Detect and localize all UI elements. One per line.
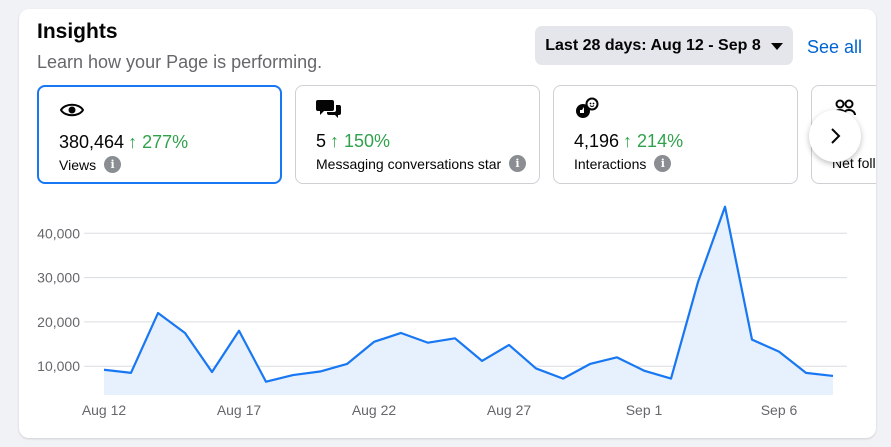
page-title: Insights	[37, 20, 118, 43]
data-point	[831, 374, 835, 378]
data-point	[588, 362, 592, 366]
data-point	[102, 368, 106, 372]
views-chart: 10,000 20,000 30,000 40,000 Aug 12 Aug 17 Aug …	[37, 205, 847, 418]
metric-change: ↑ 150%	[330, 131, 391, 151]
x-tick-label: Sep 1	[626, 402, 663, 418]
data-point	[723, 205, 727, 209]
metric-value: 380,464 ↑ 277%	[59, 132, 189, 152]
data-point	[345, 362, 349, 366]
metric-change: ↑ 214%	[623, 131, 684, 151]
metric-label: Interactions	[574, 155, 647, 172]
data-point	[750, 338, 754, 342]
data-point	[507, 343, 511, 347]
metric-value: 5 ↑ 150%	[316, 131, 391, 151]
metric-value: 4,196 ↑ 214%	[574, 131, 684, 151]
data-point	[804, 371, 808, 375]
eye-icon	[59, 98, 85, 122]
data-point	[426, 341, 430, 345]
data-point	[534, 366, 538, 370]
data-point	[291, 373, 295, 377]
data-point	[237, 329, 241, 333]
metric-label: Views	[59, 156, 97, 173]
metric-card-messaging[interactable]: 5 ↑ 150% Messaging conversations started …	[295, 85, 540, 184]
data-point	[453, 336, 457, 340]
data-point	[183, 331, 187, 335]
info-icon[interactable]: i	[104, 156, 122, 173]
y-tick-label: 10,000	[37, 358, 80, 374]
data-point	[210, 370, 214, 374]
data-point	[696, 280, 700, 284]
x-tick-label: Aug 12	[82, 402, 127, 418]
data-point	[561, 377, 565, 381]
data-point	[129, 371, 133, 375]
info-icon[interactable]: i	[509, 155, 526, 172]
metric-card-interactions[interactable]: 4,196 ↑ 214% Interactions i	[553, 85, 798, 184]
date-range-label: Last 28 days: Aug 12 - Sep 8	[545, 36, 761, 54]
chat-bubbles-icon	[316, 97, 342, 121]
info-icon[interactable]: i	[654, 155, 672, 172]
series-line	[103, 205, 834, 383]
interactions-icon	[574, 97, 600, 121]
data-point	[480, 359, 484, 363]
x-tick-label: Aug 17	[217, 402, 262, 418]
see-all-link[interactable]: See all	[807, 37, 863, 57]
data-point	[156, 311, 160, 315]
y-tick-label: 30,000	[37, 270, 80, 286]
carousel-next-button[interactable]	[809, 110, 861, 162]
data-point	[642, 369, 646, 373]
data-point	[264, 380, 268, 384]
metric-change: ↑ 277%	[128, 132, 189, 152]
y-tick-label: 20,000	[37, 314, 80, 330]
metrics-carousel: 380,464 ↑ 277% Views i 5 ↑ 150% Messaging …	[19, 85, 876, 187]
data-point	[777, 350, 781, 354]
metric-label: Messaging conversations started	[316, 155, 501, 172]
caret-down-icon	[770, 43, 783, 50]
date-range-dropdown[interactable]: Last 28 days: Aug 12 - Sep 8	[535, 26, 793, 65]
insights-card: Insights Learn how your Page is performi…	[19, 9, 876, 438]
data-point	[615, 355, 619, 359]
chevron-right-icon	[831, 128, 841, 144]
area-fill	[104, 206, 833, 395]
x-tick-label: Sep 6	[761, 402, 798, 418]
x-tick-label: Aug 22	[352, 402, 397, 418]
metric-card-views[interactable]: 380,464 ↑ 277% Views i	[37, 85, 282, 184]
data-point	[372, 340, 376, 344]
y-tick-label: 40,000	[37, 225, 80, 241]
x-tick-label: Aug 27	[487, 402, 532, 418]
data-point	[399, 331, 403, 335]
page-subtitle: Learn how your Page is performing.	[37, 52, 323, 72]
data-point	[669, 377, 673, 381]
data-point	[318, 370, 322, 374]
